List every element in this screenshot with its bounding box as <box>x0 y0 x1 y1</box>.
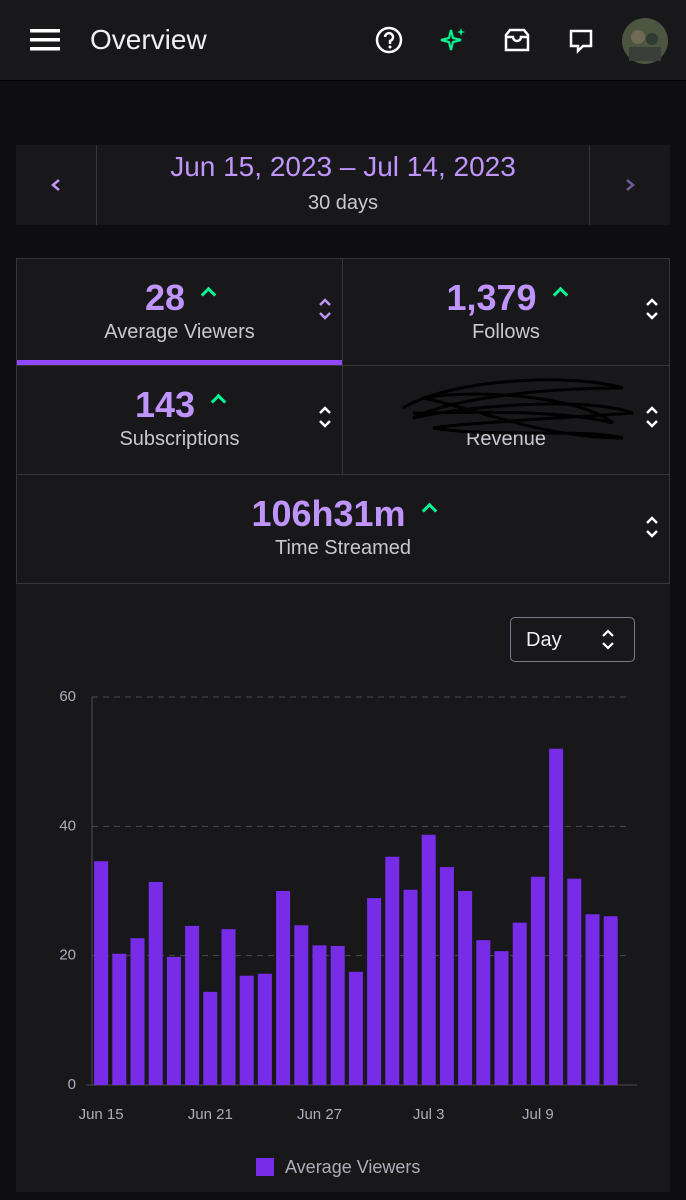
bar <box>221 929 236 1085</box>
scribble <box>402 378 634 440</box>
inbox-button[interactable] <box>503 27 531 53</box>
stat-value: 1,379 <box>446 277 537 318</box>
top-bar: Overview <box>0 0 686 81</box>
x-tick-label: Jul 3 <box>413 1106 445 1123</box>
x-tick-label: Jul 9 <box>522 1106 554 1123</box>
bar <box>567 878 582 1085</box>
legend-label: Average Viewers <box>285 1157 420 1177</box>
stat-average-viewers[interactable]: 28 Average Viewers <box>16 258 343 366</box>
help-button[interactable] <box>375 26 403 54</box>
y-tick-label: 40 <box>59 817 76 834</box>
bar <box>112 953 127 1085</box>
bar <box>239 975 254 1085</box>
bar <box>148 881 163 1085</box>
bar <box>585 914 600 1085</box>
legend-swatch <box>256 1158 274 1176</box>
stat-label: Average Viewers <box>104 321 255 343</box>
bar <box>94 861 109 1085</box>
y-tick-label: 0 <box>68 1076 76 1093</box>
bar <box>276 891 291 1085</box>
bar <box>257 973 272 1085</box>
prev-button[interactable] <box>16 145 97 225</box>
stat-follows[interactable]: 1,379 Follows <box>342 258 670 366</box>
bar <box>530 876 545 1085</box>
bar <box>403 889 418 1085</box>
bar <box>203 991 218 1085</box>
stat-label: Follows <box>472 321 540 343</box>
stat-revenue[interactable]: Revenue <box>342 365 670 475</box>
bar <box>312 945 327 1085</box>
interval-select[interactable]: Day <box>510 617 635 662</box>
date-range: Jun 15, 2023 – Jul 14, 2023 <box>170 151 516 182</box>
stat-time-streamed[interactable]: 106h31m Time Streamed <box>16 474 670 584</box>
bar <box>512 922 527 1085</box>
bar <box>494 951 509 1085</box>
bar <box>166 956 181 1085</box>
stat-value: 106h31m <box>251 493 406 534</box>
bar <box>185 925 200 1085</box>
menu-button[interactable] <box>30 28 60 52</box>
whispers-button[interactable] <box>568 28 594 54</box>
stat-label: Subscriptions <box>119 428 240 450</box>
bar <box>330 945 345 1085</box>
avatar[interactable] <box>621 17 669 65</box>
stat-value: 143 <box>134 384 196 425</box>
bar <box>549 748 564 1085</box>
bar <box>367 898 382 1085</box>
stat-label: Time Streamed <box>275 537 411 559</box>
bar <box>476 940 491 1085</box>
interval-value: Day <box>526 629 562 651</box>
stat-value: 28 <box>144 277 186 318</box>
bar <box>294 925 309 1085</box>
bar <box>348 971 363 1085</box>
x-tick-label: Jun 21 <box>188 1106 233 1123</box>
bar <box>603 916 618 1085</box>
date-duration: 30 days <box>307 192 379 214</box>
y-tick-label: 60 <box>59 688 76 705</box>
x-tick-label: Jun 27 <box>297 1106 342 1123</box>
bar <box>421 834 436 1085</box>
date-picker: Jun 15, 2023 – Jul 14, 2023 30 days <box>16 145 670 225</box>
bar <box>385 856 400 1085</box>
stat-subscriptions[interactable]: 143 Subscriptions <box>16 365 343 475</box>
chart: 0 20 40 60 Jun 15 Jun 21 Jun 27 Jul 3 Jul 9 Avera… <box>59 688 637 1177</box>
y-tick-label: 20 <box>59 947 76 964</box>
bar <box>458 891 473 1085</box>
page-title: Overview <box>90 24 207 55</box>
bar <box>439 867 454 1085</box>
x-tick-label: Jun 15 <box>79 1106 124 1123</box>
next-button[interactable] <box>589 145 671 225</box>
bar <box>130 938 145 1085</box>
sparkle-button[interactable] <box>439 26 467 54</box>
